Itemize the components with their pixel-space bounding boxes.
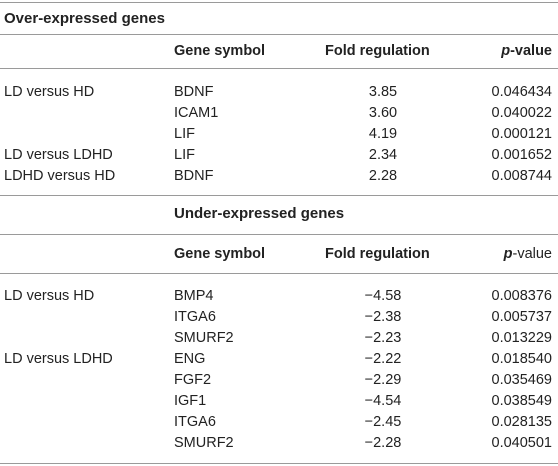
header-p-value: p-value: [501, 42, 552, 60]
section-divider: [0, 195, 558, 196]
p-cell: 0.000121: [491, 126, 552, 142]
fold-cell: 2.28: [368, 168, 398, 184]
fold-cell: −4.54: [364, 393, 402, 409]
p-cell: 0.028135: [491, 414, 552, 430]
header-rule: [0, 273, 558, 274]
p-cell: 0.038549: [491, 393, 552, 409]
header-gene-symbol: Gene symbol: [174, 43, 266, 59]
fold-cell: 3.60: [368, 105, 398, 121]
gene-cell: BMP4: [174, 288, 214, 304]
header-p-rest: -value: [510, 43, 552, 59]
section-rule: [0, 234, 558, 235]
section-title-under-expressed: Under-expressed genes: [174, 205, 345, 222]
fold-cell: −2.45: [364, 414, 402, 430]
gene-cell: ENG: [174, 351, 206, 367]
gene-cell: ITGA6: [174, 309, 216, 325]
gene-cell: IGF1: [174, 393, 207, 409]
fold-cell: −2.23: [364, 330, 402, 346]
gene-cell: FGF2: [174, 372, 212, 388]
gene-cell: SMURF2: [174, 435, 234, 451]
fold-cell: 2.34: [368, 147, 398, 163]
p-cell: 0.008376: [491, 288, 552, 304]
row-label: LD versus LDHD: [4, 351, 113, 367]
section-rule: [0, 34, 558, 35]
table-top-rule: [0, 2, 558, 3]
p-cell: 0.035469: [491, 372, 552, 388]
section-title-over-expressed: Over-expressed genes: [4, 10, 165, 27]
gene-cell: LIF: [174, 147, 195, 163]
fold-cell: −4.58: [364, 288, 402, 304]
table-bottom-rule: [0, 463, 558, 464]
row-label: LDHD versus HD: [4, 168, 116, 184]
p-cell: 0.046434: [491, 84, 552, 100]
p-cell: 0.001652: [491, 147, 552, 163]
gene-cell: ITGA6: [174, 414, 216, 430]
p-cell: 0.018540: [491, 351, 552, 367]
p-cell: 0.013229: [491, 330, 552, 346]
gene-cell: SMURF2: [174, 330, 234, 346]
header-fold-regulation: Fold regulation: [325, 246, 430, 262]
header-fold-regulation: Fold regulation: [325, 43, 430, 59]
gene-cell: ICAM1: [174, 105, 219, 121]
gene-cell: BDNF: [174, 168, 214, 184]
header-p-italic: p: [503, 246, 513, 262]
row-label: LD versus HD: [4, 288, 95, 304]
fold-cell: −2.38: [364, 309, 402, 325]
header-p-italic: p: [501, 43, 511, 59]
header-gene-symbol: Gene symbol: [174, 246, 266, 262]
header-p-rest: -value: [512, 246, 553, 262]
header-rule: [0, 68, 558, 69]
header-p-value: p-value: [504, 245, 552, 263]
gene-cell: LIF: [174, 126, 195, 142]
fold-cell: 4.19: [368, 126, 398, 142]
fold-cell: −2.29: [364, 372, 402, 388]
p-cell: 0.008744: [491, 168, 552, 184]
fold-cell: −2.22: [364, 351, 402, 367]
fold-cell: −2.28: [364, 435, 402, 451]
row-label: LD versus HD: [4, 84, 95, 100]
p-cell: 0.005737: [491, 309, 552, 325]
fold-cell: 3.85: [368, 84, 398, 100]
row-label: LD versus LDHD: [4, 147, 113, 163]
p-cell: 0.040022: [491, 105, 552, 121]
p-cell: 0.040501: [491, 435, 552, 451]
gene-cell: BDNF: [174, 84, 214, 100]
